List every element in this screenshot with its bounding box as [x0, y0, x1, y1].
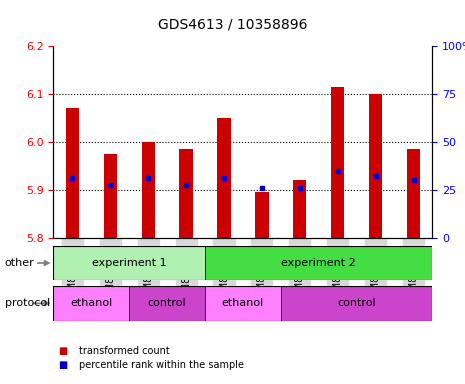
Bar — [205, 246, 432, 280]
Text: control: control — [337, 298, 376, 308]
Text: transformed count: transformed count — [79, 346, 170, 356]
Text: ■: ■ — [58, 360, 67, 370]
Text: ethanol: ethanol — [222, 298, 264, 308]
Bar — [179, 149, 193, 238]
Bar — [141, 142, 155, 238]
Bar — [331, 87, 345, 238]
Bar — [255, 192, 269, 238]
Text: other: other — [5, 258, 34, 268]
Bar — [53, 246, 205, 280]
Text: percentile rank within the sample: percentile rank within the sample — [79, 360, 244, 370]
Bar — [407, 149, 420, 238]
Bar — [66, 109, 79, 238]
Bar — [205, 286, 281, 321]
Text: ■: ■ — [58, 346, 67, 356]
Bar — [53, 286, 129, 321]
Bar — [129, 286, 205, 321]
Text: protocol: protocol — [5, 298, 50, 308]
Text: control: control — [148, 298, 186, 308]
Bar — [293, 180, 306, 238]
Bar — [369, 94, 382, 238]
Text: GDS4613 / 10358896: GDS4613 / 10358896 — [158, 17, 307, 31]
Bar — [281, 286, 432, 321]
Text: experiment 1: experiment 1 — [92, 258, 166, 268]
Text: experiment 2: experiment 2 — [281, 258, 356, 268]
Bar — [104, 154, 117, 238]
Text: ethanol: ethanol — [70, 298, 113, 308]
Bar — [217, 118, 231, 238]
